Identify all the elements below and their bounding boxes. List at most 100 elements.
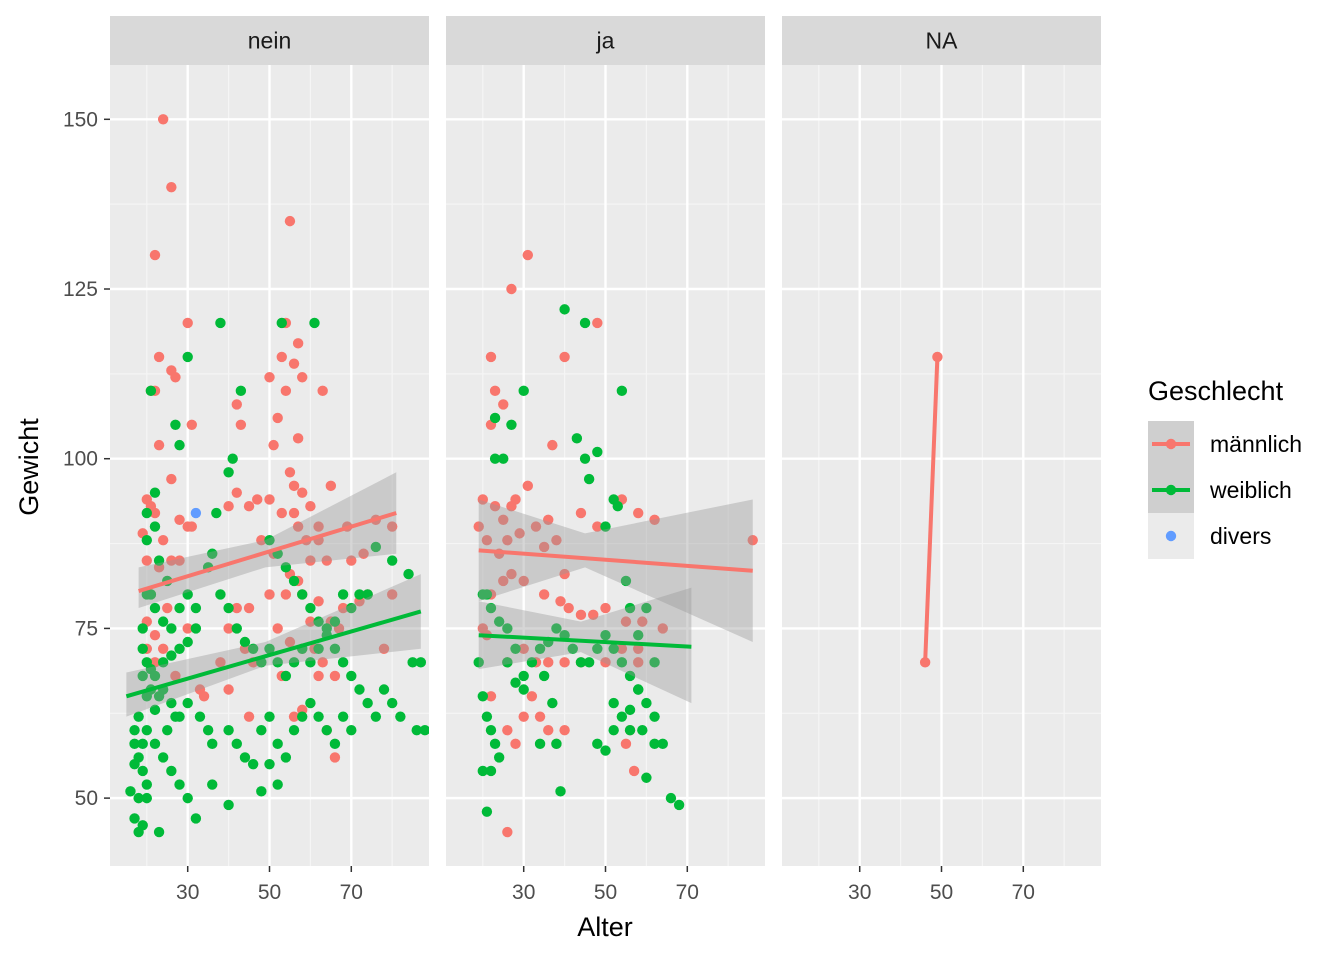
data-point-m [559,568,570,580]
data-point-w [129,738,140,750]
data-point-w [551,738,562,750]
trend-line-w [478,633,692,649]
data-point-m [543,514,554,526]
data-point-m [386,521,398,532]
data-point-w [223,467,234,478]
data-point-m [534,711,546,722]
data-point-m [235,419,247,430]
data-point-m [498,575,509,587]
data-point-m [166,473,177,485]
data-point-w [481,806,493,817]
data-point-m [563,602,574,614]
x-tick-label: 70 [676,881,699,904]
data-point-w [518,684,529,695]
data-point-w [145,385,157,397]
data-point-m [170,372,181,383]
data-point-m [485,691,497,702]
data-point-m [182,623,193,634]
data-point-w [485,725,497,736]
data-point-w [641,602,652,614]
data-point-m [162,602,173,614]
data-point-m [198,691,210,702]
panel-fits [478,499,753,704]
panel-ja: ja 30 50 70 [446,16,765,904]
data-point-w [215,589,226,600]
data-point-w [477,691,489,702]
data-point-w [489,453,501,464]
data-point-w [600,630,611,641]
data-point-m [292,521,304,532]
data-point-w [665,792,677,804]
data-point-m [514,528,525,539]
data-point-m [313,521,324,532]
data-point-m [272,412,283,424]
data-point-d [190,507,202,519]
data-point-w [141,691,153,702]
legend-item-d: divers [1148,513,1271,559]
panels-layer: nein 30 50 70 ja 30 50 70 NA 30 50 70 [110,16,1101,904]
data-point-w [264,643,275,654]
facet-strip-label: NA [926,28,959,54]
data-point-w [498,453,509,464]
data-point-w [620,575,632,587]
data-point-m [305,501,316,512]
data-point-w [608,643,619,654]
data-point-w [592,738,603,750]
data-point-w [145,663,157,675]
data-point-w [649,657,660,668]
x-tick-label: 50 [258,881,281,904]
data-point-m [518,575,529,587]
data-point-m [317,385,328,397]
data-point-w [407,657,418,668]
x-tick-label: 70 [1012,881,1035,904]
data-point-m [489,385,501,397]
legend-item-w: weiblich [1148,467,1292,513]
data-point-m [481,534,493,546]
legend-label: divers [1210,523,1271,549]
data-point-m [280,589,292,600]
panel-points [473,249,758,838]
data-point-w [190,602,202,614]
data-point-w [157,752,169,763]
data-point-m [157,114,169,125]
data-point-m [182,317,193,329]
data-point-w [481,711,493,722]
data-point-w [174,439,185,451]
data-point-m [297,487,308,498]
data-point-m [498,399,509,410]
data-point-w [592,446,603,458]
data-point-w [231,623,242,634]
data-point-w [174,602,185,614]
data-point-m [252,494,263,505]
data-point-w [182,589,193,600]
legend-title: Geschlecht [1148,376,1284,406]
x-tick-label: 50 [594,881,617,904]
data-point-m [276,507,287,519]
data-point-m [378,643,390,654]
data-point-w [141,725,153,736]
confidence-band-w [126,574,421,717]
x-tick-label: 30 [848,881,871,904]
data-point-w [133,792,144,804]
data-point-w [149,738,161,750]
data-point-w [190,623,202,634]
data-point-w [125,786,136,797]
legend-key-point [1165,530,1177,542]
data-point-m [530,521,542,532]
legend: Geschlecht männlich weiblich divers [1148,376,1302,559]
data-point-m [174,555,185,566]
data-point-w [153,826,165,838]
data-point-m [264,494,275,505]
data-point-m [186,419,197,430]
data-point-w [162,725,173,736]
data-point-w [502,657,513,668]
data-point-w [510,643,521,654]
data-point-w [166,697,177,709]
data-point-w [297,589,308,600]
data-point-w [419,725,429,736]
data-point-m [502,725,513,736]
data-point-w [337,711,349,722]
data-point-w [153,555,165,566]
facet-strip [782,16,1101,65]
data-point-m [337,602,349,614]
